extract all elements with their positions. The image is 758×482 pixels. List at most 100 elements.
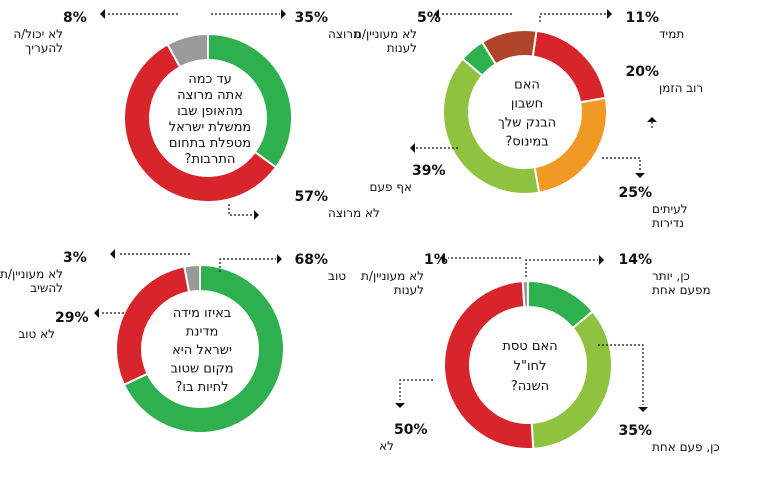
leader-arrow	[635, 173, 645, 178]
leader-arrow	[599, 255, 604, 265]
slice-percent: 20%	[625, 64, 659, 80]
slice-category-label: נדירות	[652, 216, 684, 230]
slice-label: 11%תמיד	[539, 9, 684, 41]
leader-line	[525, 259, 598, 277]
slice-category-label: לא מעוניין/ת	[361, 269, 424, 283]
slice-label: 68%טוב	[219, 252, 346, 283]
question-line: השנה?	[511, 379, 549, 394]
donut-slice	[183, 263, 201, 294]
slice-category-label: אף פעם	[370, 180, 412, 194]
slice-category-label: לא יכול/ה	[13, 27, 63, 41]
donut-slice	[123, 43, 278, 203]
slice-percent: 39%	[412, 163, 446, 179]
leader-arrow	[434, 9, 439, 19]
slice-percent: 25%	[618, 185, 652, 201]
slice-category-label: להעריך	[25, 41, 63, 55]
slice-percent: 8%	[63, 10, 87, 26]
slice-percent: 5%	[417, 10, 441, 26]
donut-slice	[531, 29, 607, 104]
question-line: האם	[514, 78, 540, 93]
donut-slice	[443, 280, 535, 450]
slice-category-label: רוב הזמן	[659, 81, 703, 95]
leader-line	[602, 157, 641, 172]
donut-slice	[521, 279, 529, 309]
question-line: חשבון	[511, 97, 543, 112]
slice-category-label: לענות	[394, 283, 424, 297]
slice-percent: 35%	[294, 10, 328, 26]
slice-label: 20%רוב הזמן	[625, 64, 703, 130]
slice-percent: 3%	[63, 250, 87, 266]
slice-category-label: לא	[379, 439, 394, 453]
slice-category-label: לא מרוצה	[328, 206, 380, 220]
leader-line	[539, 13, 606, 24]
slice-label: 39%אף פעם	[370, 143, 458, 194]
question-line: ישראל היא	[172, 343, 232, 358]
slice-percent: 14%	[618, 252, 652, 268]
leader-arrow	[281, 9, 286, 19]
slice-percent: 68%	[294, 252, 328, 268]
donut-slice	[166, 32, 209, 69]
donut-slice	[461, 40, 498, 78]
slice-percent: 35%	[618, 423, 652, 439]
slice-percent: 11%	[625, 10, 659, 26]
slice-category-label: כן, יותר	[652, 269, 690, 283]
leader-arrow	[100, 9, 105, 19]
leader-line	[219, 258, 276, 272]
question-line: אתה מרוצה	[177, 88, 243, 103]
question-line: במינוס?	[505, 135, 548, 150]
slice-category-label: מרוצה	[328, 27, 361, 41]
question-line: מהאופן שבו	[177, 104, 243, 119]
slice-percent: 57%	[294, 189, 328, 205]
slice-label: 50%לא	[379, 379, 433, 453]
slice-label: 29%לא טוב	[18, 308, 124, 341]
slice-label: 35%מרוצה	[211, 9, 361, 41]
donut-chart-bank: האם חשבון הבנק שלך במינוס? 11%תמיד 20%רוב הזמ…	[354, 9, 703, 230]
slice-category-label: לעיתים	[652, 202, 688, 216]
donut-chart-live: באיזו מידה מדינת ישראל היא מקום שטוב לחיות ב…	[0, 249, 346, 434]
donut-slice	[122, 263, 285, 434]
slice-category-label: תמיד	[659, 27, 684, 41]
question-line: ממשלת ישראל	[169, 120, 251, 135]
question-line: מדינת	[186, 325, 219, 340]
leader-arrow	[647, 117, 657, 122]
leader-arrow	[410, 143, 415, 153]
question-line: מקום שטוב	[170, 362, 233, 377]
question-line: עד כמה	[188, 72, 232, 87]
slice-category-label: לענות	[387, 41, 417, 55]
slice-category-label: טוב	[328, 269, 346, 283]
question-line: לחיות בו?	[176, 380, 229, 395]
leader-arrow	[638, 407, 648, 412]
chart-question: האם טסת לחו"ל השנה?	[502, 339, 557, 394]
slice-category-label: לא מעוניין/ת	[354, 27, 417, 41]
slice-label: 35%כן, פעם אחת	[598, 344, 720, 454]
leader-line	[399, 379, 433, 400]
slice-category-label: לא טוב	[18, 327, 55, 341]
slice-percent: 1%	[424, 252, 448, 268]
leader-arrow	[440, 253, 445, 263]
question-line: התרבות?	[185, 152, 236, 167]
question-line: באיזו מידה	[173, 306, 232, 321]
leader-arrow	[277, 254, 282, 264]
slice-percent: 29%	[55, 310, 89, 326]
leader-line	[228, 204, 255, 216]
leader-arrow	[395, 403, 405, 408]
question-line: לחו"ל	[514, 359, 547, 374]
slice-category-label: מפעם אחת	[652, 283, 711, 297]
slice-category-label: להשיב	[30, 281, 63, 295]
slice-percent: 50%	[394, 422, 428, 438]
leader-arrow	[94, 308, 99, 318]
slice-label: 57%לא מרוצה	[228, 189, 380, 220]
leader-arrow	[607, 9, 612, 19]
leader-arrow	[110, 249, 115, 259]
slice-category-label: כן, פעם אחת	[652, 440, 720, 454]
leader-arrow	[254, 210, 259, 220]
